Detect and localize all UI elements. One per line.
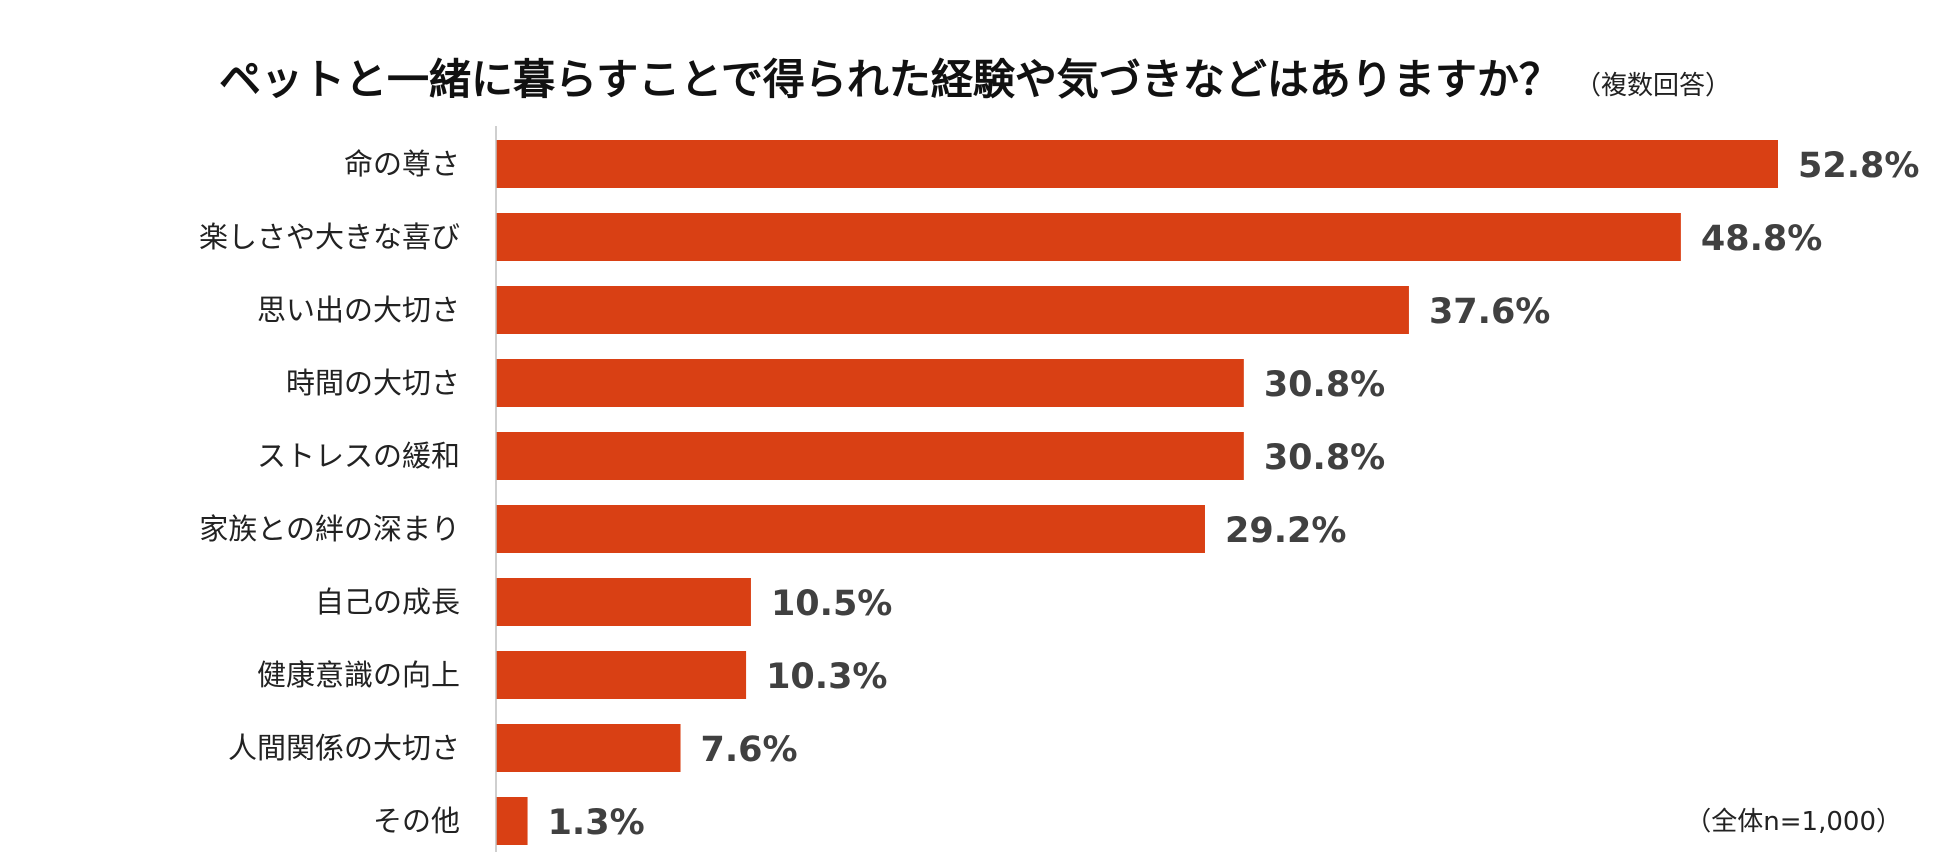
data-label: 52.8% (1798, 146, 1919, 186)
category-label: 楽しさや大きな喜び (199, 220, 460, 254)
category-label: 命の尊さ (344, 147, 460, 181)
category-label: 自己の成長 (315, 585, 460, 619)
category-label: 思い出の大切さ (257, 293, 460, 327)
bar (496, 432, 1244, 480)
chart-title: ペットと一緒に暮らすことで得られた経験や気づきなどはありますか？ (219, 55, 1561, 104)
chart-title-row: ペットと一緒に暮らすことで得られた経験や気づきなどはありますか？ （複数回答） (0, 46, 1950, 107)
data-label: 48.8% (1701, 219, 1822, 259)
bar (496, 651, 747, 699)
category-label: 家族との絆の深まり (199, 512, 460, 546)
bar (496, 797, 528, 845)
data-label: 1.3% (548, 803, 645, 843)
bar (496, 505, 1205, 553)
data-label: 30.8% (1264, 438, 1385, 478)
category-label: その他 (373, 804, 460, 838)
data-label: 29.2% (1225, 511, 1346, 551)
bar (496, 359, 1244, 407)
data-label: 30.8% (1264, 365, 1385, 405)
category-label: ストレスの緩和 (257, 439, 460, 473)
bar (496, 213, 1681, 261)
bars-layer: 命の尊さ 52.8% 楽しさや大きな喜び 48.8% 思い出の大切さ 37.6% 時間の大切… (199, 140, 1919, 845)
bar (496, 140, 1778, 188)
bar (496, 578, 751, 626)
bar (496, 724, 681, 772)
data-label: 7.6% (701, 730, 798, 770)
category-label: 人間関係の大切さ (228, 731, 460, 765)
category-label: 健康意識の向上 (257, 658, 460, 692)
category-label: 時間の大切さ (286, 366, 460, 400)
data-label: 10.5% (771, 584, 892, 624)
chart-subtitle: （複数回答） (1574, 71, 1731, 101)
data-label: 10.3% (766, 657, 887, 697)
bar (496, 286, 1409, 334)
data-label: 37.6% (1429, 292, 1550, 332)
sample-size-note: （全体n=1,000） (1685, 807, 1902, 837)
